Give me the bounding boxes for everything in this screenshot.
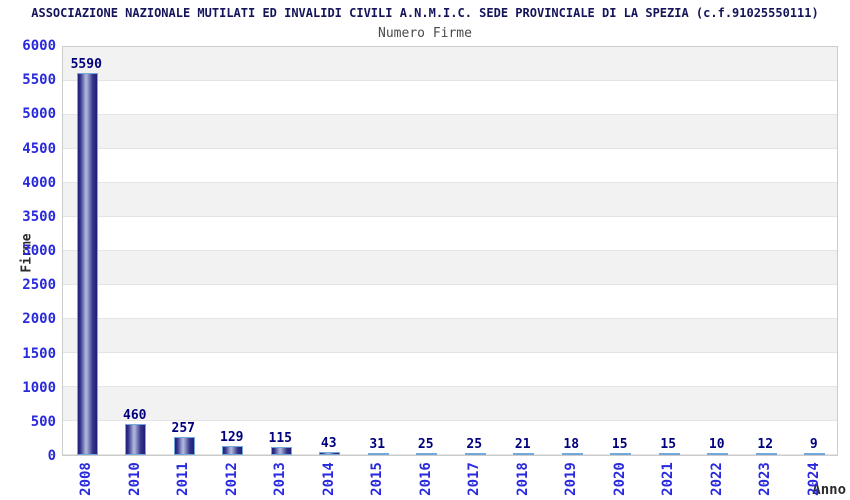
bar-value-label: 10 [708, 437, 725, 452]
x-tick-label: 2023 [757, 462, 774, 496]
x-tick-label: 2011 [175, 462, 192, 496]
bar [561, 453, 583, 455]
bar-value-label: 21 [514, 437, 531, 452]
bar [804, 453, 826, 455]
y-tick-label: 2500 [22, 277, 56, 294]
bar [416, 453, 438, 455]
grid-band [63, 47, 837, 81]
x-tick-label: 2010 [126, 462, 143, 496]
bar-value-label: 9 [809, 437, 818, 452]
bar-value-label: 115 [268, 431, 292, 447]
x-tick-label: 2013 [272, 462, 289, 496]
y-tick-label: 4500 [22, 140, 56, 157]
bar-value-label: 31 [369, 436, 386, 452]
grid-band [63, 182, 837, 217]
grid-band [63, 149, 837, 183]
bar [270, 447, 292, 455]
bar-value-label: 15 [611, 437, 628, 452]
bar [464, 453, 486, 455]
y-tick-label: 3500 [22, 208, 56, 225]
bar [610, 453, 632, 455]
plot-area [62, 46, 838, 456]
grid-band [63, 80, 837, 115]
bar [658, 453, 680, 455]
grid-band [63, 387, 837, 421]
y-tick-label: 0 [47, 448, 56, 464]
chart-subtitle: Numero Firme [378, 26, 472, 41]
x-tick-label: 2014 [320, 462, 337, 496]
grid-band [63, 217, 837, 251]
y-tick-label: 1000 [22, 379, 56, 396]
bar [755, 453, 777, 455]
bar-value-label: 460 [123, 407, 147, 423]
y-tick-label: 1500 [22, 345, 56, 362]
bar-value-label: 5590 [70, 57, 102, 73]
x-tick-label: 2008 [78, 462, 95, 496]
grid-band [63, 285, 837, 319]
x-tick-label: 2022 [708, 462, 725, 496]
x-tick-label: 2017 [466, 462, 483, 496]
bar-value-label: 18 [563, 437, 580, 452]
bar [367, 452, 389, 455]
bar [76, 73, 98, 455]
bar [707, 453, 729, 455]
bar [173, 437, 195, 455]
bar [222, 446, 244, 455]
bar-value-label: 15 [660, 437, 677, 452]
x-tick-label: 2020 [611, 462, 628, 496]
bar-value-label: 43 [320, 436, 337, 452]
y-tick-label: 500 [30, 413, 56, 430]
y-tick-label: 4000 [22, 174, 56, 191]
bar-value-label: 129 [220, 430, 244, 446]
grid-band [63, 353, 837, 387]
chart-title: ASSOCIAZIONE NAZIONALE MUTILATI ED INVAL… [31, 6, 819, 20]
y-tick-label: 6000 [22, 38, 56, 54]
bar-value-label: 25 [417, 437, 434, 452]
bar-value-label: 25 [466, 437, 483, 452]
y-tick-label: 2000 [22, 311, 56, 328]
bar-value-label: 257 [171, 421, 195, 437]
bar [513, 453, 535, 455]
grid-band [63, 318, 837, 353]
x-tick-label: 2012 [223, 462, 240, 496]
x-tick-label: 2024 [805, 462, 822, 496]
bar [125, 423, 147, 455]
grid-band [63, 251, 837, 285]
bar-value-label: 12 [757, 437, 774, 452]
x-tick-label: 2021 [660, 462, 677, 496]
y-tick-label: 5500 [22, 72, 56, 89]
x-tick-label: 2018 [514, 462, 531, 496]
x-tick-label: 2015 [369, 462, 386, 496]
y-tick-label: 5000 [22, 106, 56, 123]
x-axis-title: Anno [812, 482, 846, 498]
grid-band [63, 114, 837, 149]
y-tick-label: 3000 [22, 243, 56, 259]
x-tick-label: 2016 [417, 462, 434, 496]
bar [319, 452, 341, 455]
x-tick-label: 2019 [563, 462, 580, 496]
